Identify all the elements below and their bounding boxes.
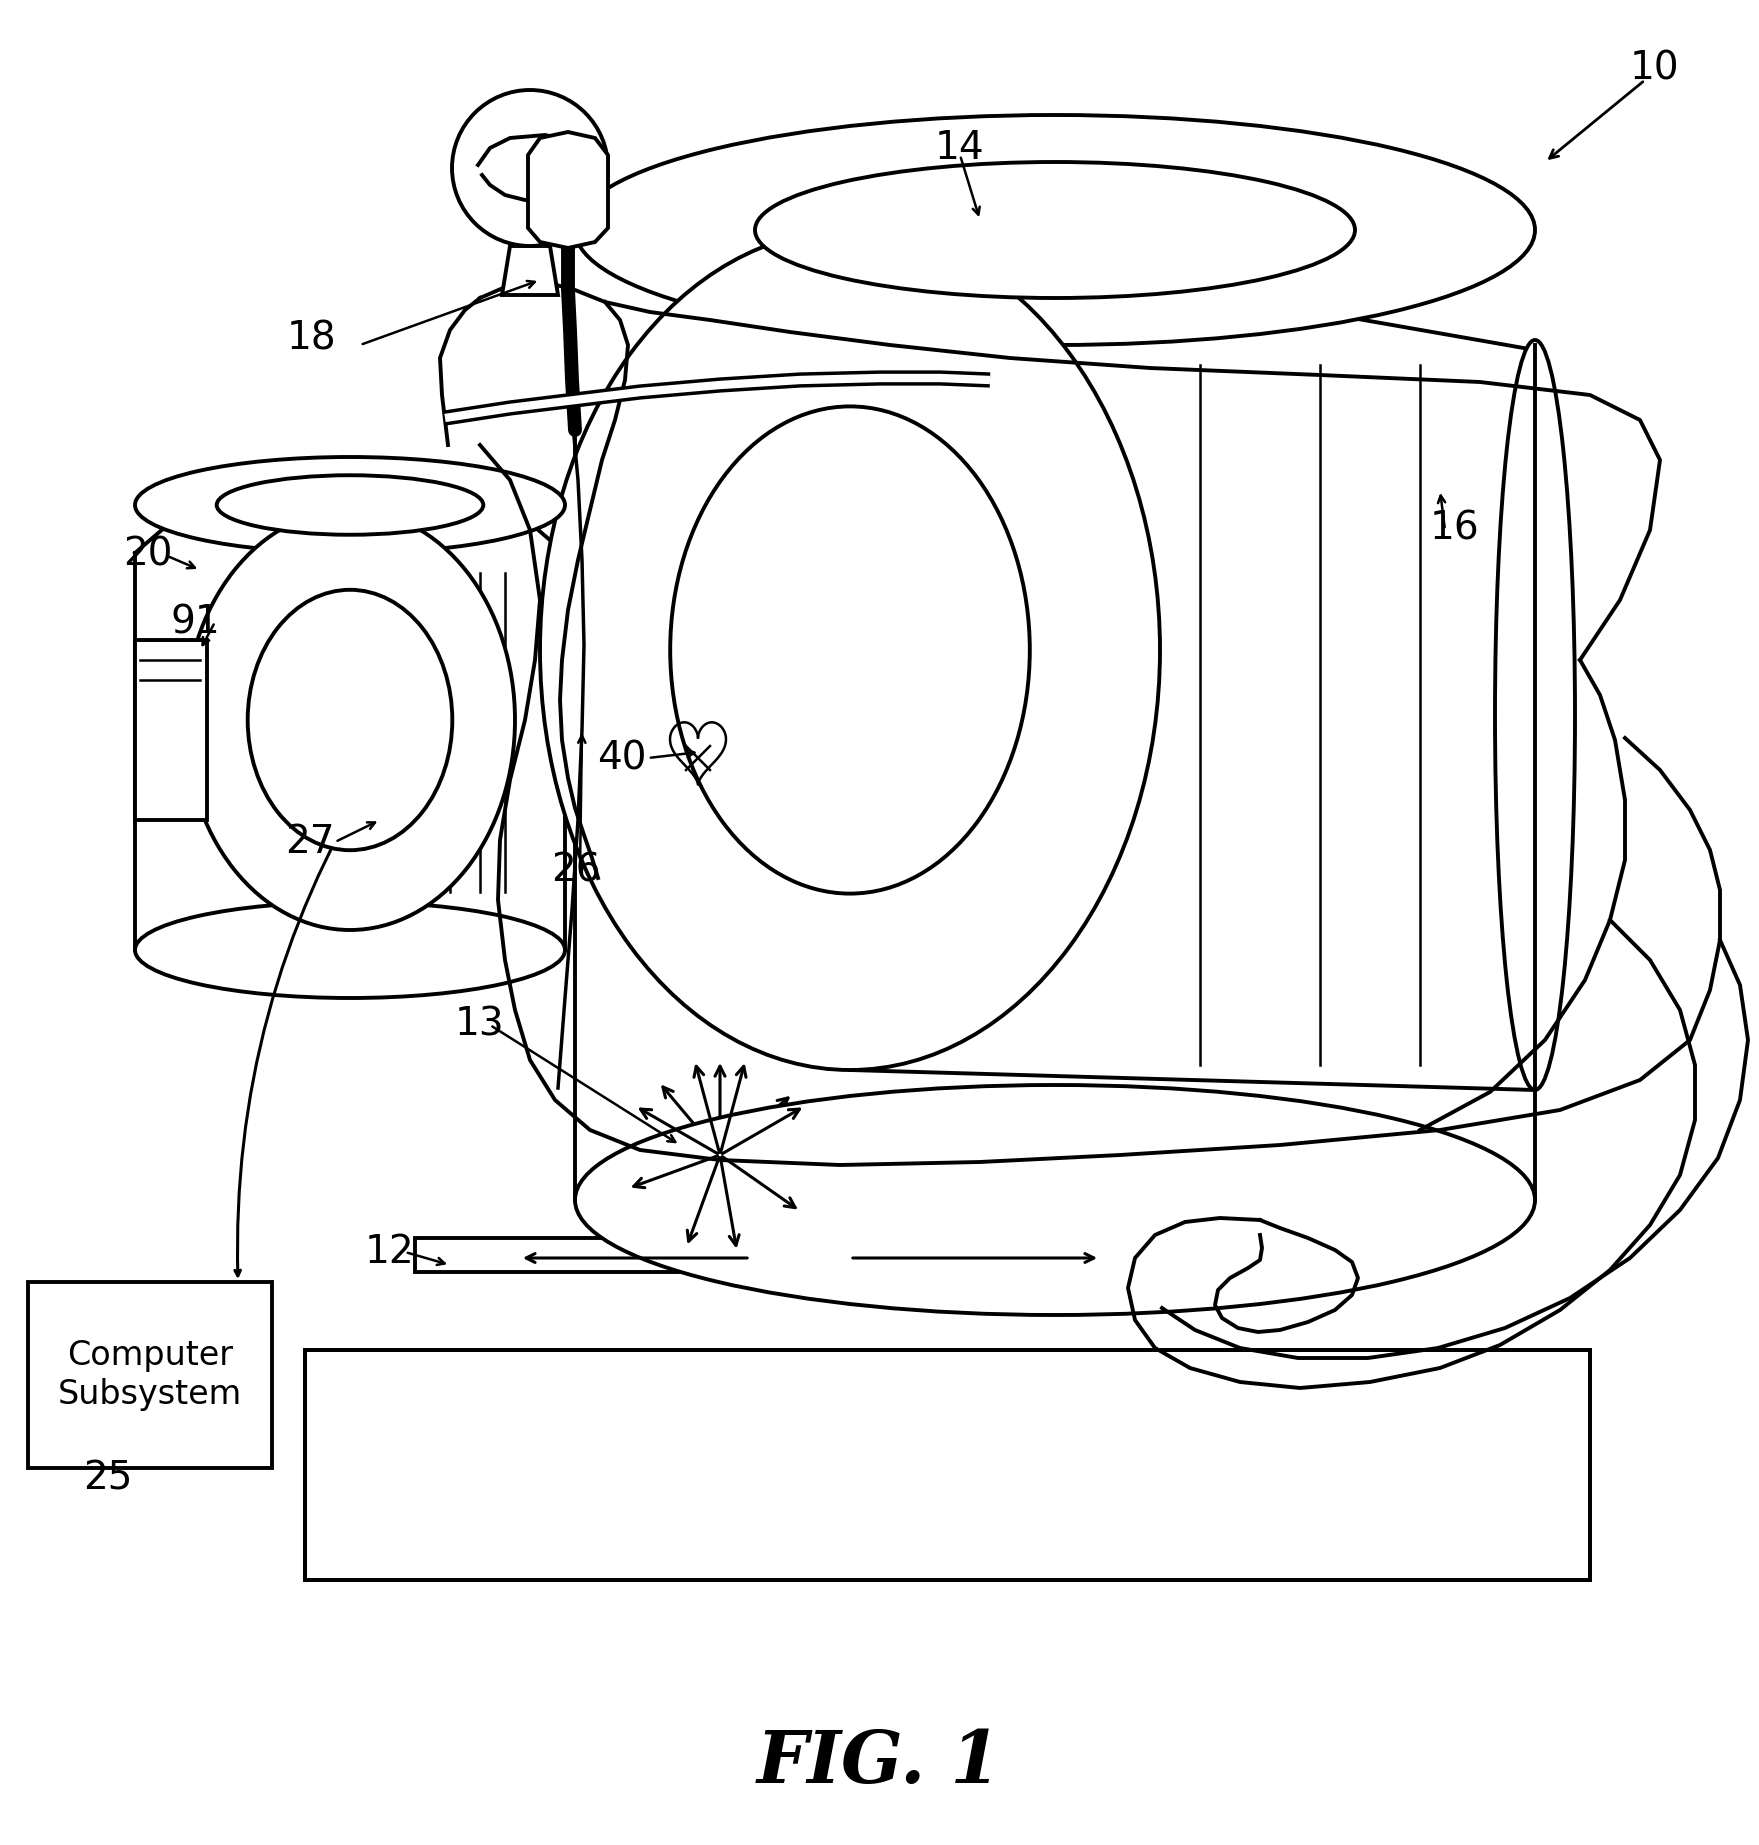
Ellipse shape bbox=[216, 476, 484, 535]
FancyBboxPatch shape bbox=[28, 1282, 273, 1469]
Text: 26: 26 bbox=[551, 851, 602, 889]
Ellipse shape bbox=[755, 162, 1354, 299]
Text: 16: 16 bbox=[1430, 509, 1479, 546]
Ellipse shape bbox=[575, 114, 1536, 345]
Ellipse shape bbox=[135, 902, 565, 998]
Text: 20: 20 bbox=[123, 537, 172, 574]
Ellipse shape bbox=[185, 509, 515, 930]
Text: 10: 10 bbox=[1631, 50, 1680, 87]
Ellipse shape bbox=[248, 590, 452, 851]
Text: 13: 13 bbox=[456, 1006, 505, 1044]
FancyBboxPatch shape bbox=[135, 640, 208, 819]
Text: 40: 40 bbox=[598, 740, 647, 777]
Ellipse shape bbox=[135, 458, 565, 554]
Circle shape bbox=[452, 90, 609, 245]
Text: 27: 27 bbox=[285, 823, 334, 862]
Text: FIG. 1: FIG. 1 bbox=[756, 1727, 1003, 1797]
Text: 25: 25 bbox=[83, 1459, 132, 1496]
Polygon shape bbox=[501, 245, 558, 295]
Ellipse shape bbox=[670, 406, 1029, 893]
Text: Computer
Subsystem: Computer Subsystem bbox=[58, 1339, 243, 1411]
Text: 91: 91 bbox=[171, 603, 220, 640]
Ellipse shape bbox=[1495, 339, 1574, 1090]
Polygon shape bbox=[528, 133, 609, 247]
Text: 18: 18 bbox=[287, 319, 336, 356]
FancyBboxPatch shape bbox=[304, 1351, 1590, 1579]
Ellipse shape bbox=[575, 1085, 1536, 1315]
Text: 14: 14 bbox=[936, 129, 985, 168]
Text: 12: 12 bbox=[366, 1232, 415, 1271]
Ellipse shape bbox=[540, 231, 1159, 1070]
FancyBboxPatch shape bbox=[415, 1238, 1180, 1271]
